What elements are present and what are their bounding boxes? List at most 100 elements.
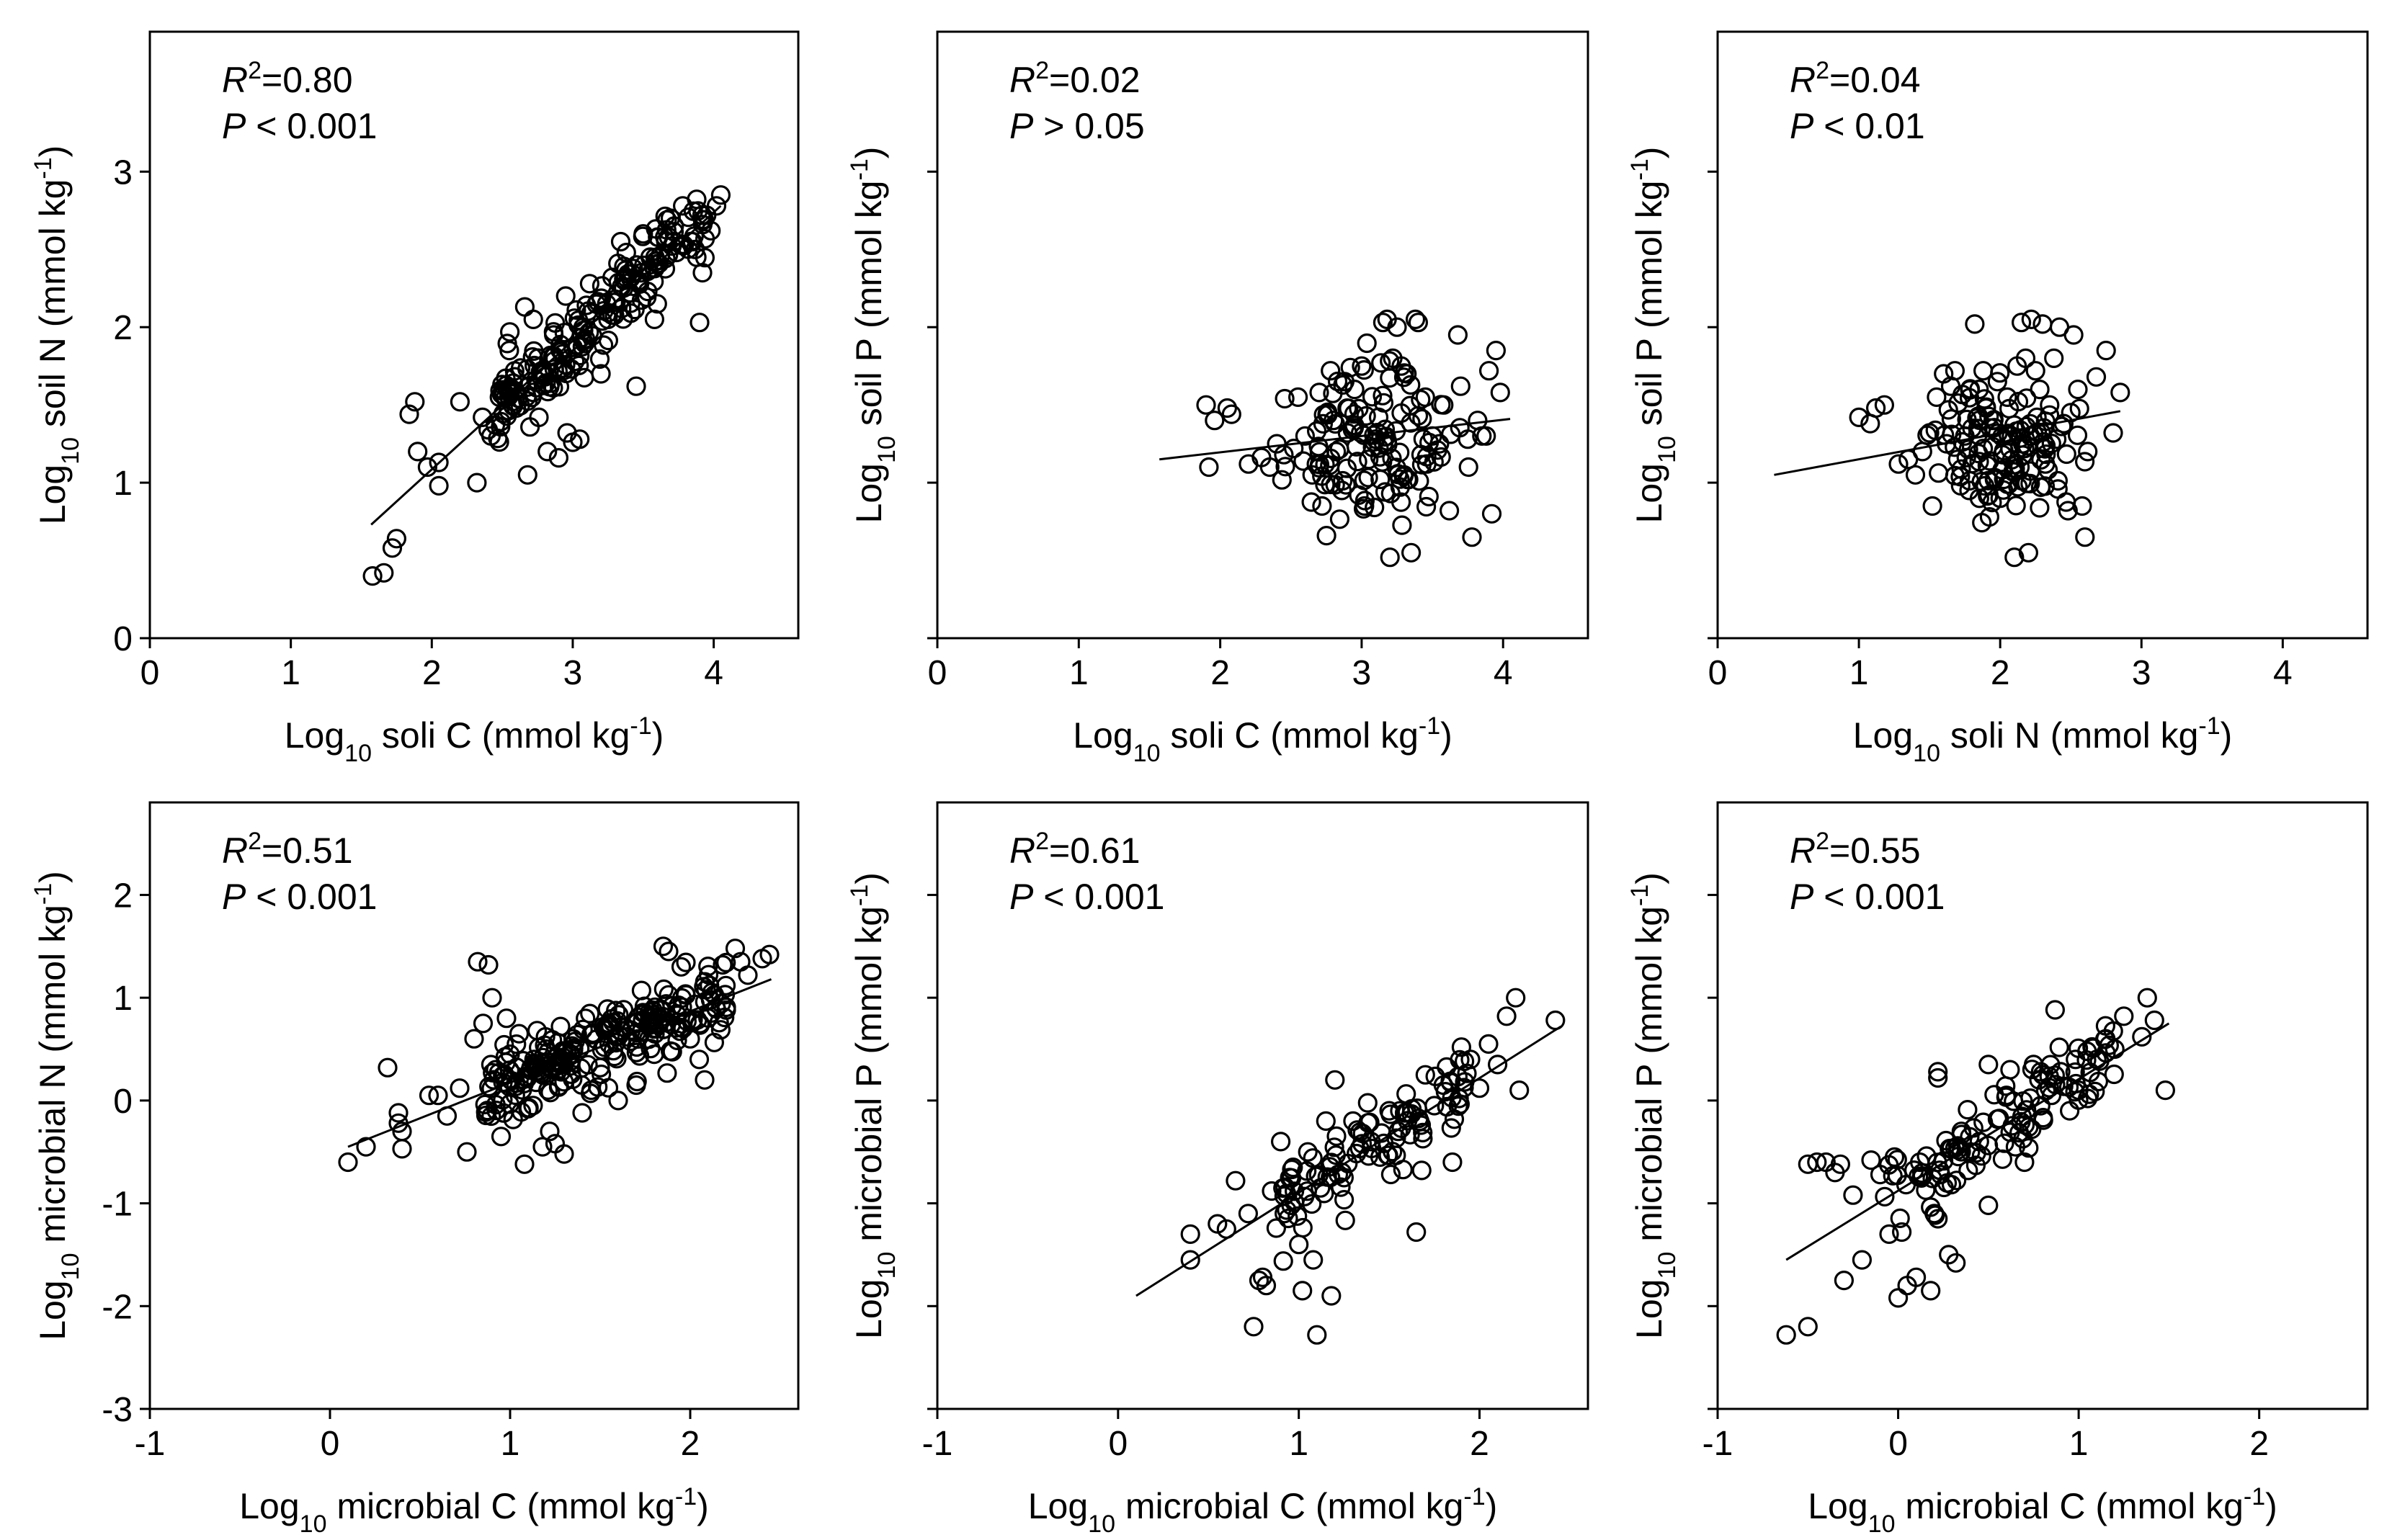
data-point [2144, 1010, 2164, 1031]
data-point [1849, 407, 1869, 428]
data-point [1288, 1206, 1308, 1226]
x-axis-label-post: ) [1440, 715, 1452, 756]
data-point [1373, 385, 1393, 406]
y-axis-label-main: soil N (mmol kg [32, 179, 73, 437]
data-point [606, 1032, 626, 1053]
data-point [738, 965, 758, 985]
x-axis-label-sup: -1 [2244, 1483, 2265, 1510]
data-point [627, 1071, 647, 1092]
r-exponent: 2 [248, 828, 262, 855]
data-point [1978, 470, 1999, 491]
data-point [1394, 1103, 1415, 1123]
data-point [671, 957, 692, 977]
data-point [1930, 1164, 1950, 1185]
data-point [1313, 413, 1334, 434]
data-point [1256, 1276, 1277, 1296]
data-point [591, 288, 612, 308]
data-point [1409, 1111, 1430, 1132]
data-point [1947, 1136, 1968, 1156]
y-axis-label-post: ) [32, 146, 73, 158]
data-point [613, 278, 634, 298]
r-exponent: 2 [1035, 828, 1049, 855]
data-point [690, 313, 710, 333]
data-point [1934, 1177, 1954, 1198]
y-tick-label: 0 [113, 1083, 133, 1121]
x-tick-label: 1 [281, 654, 300, 692]
r-squared-value: =0.61 [1049, 831, 1141, 871]
data-point [1393, 367, 1414, 388]
x-tick-label: 1 [501, 1425, 520, 1463]
data-point [1378, 434, 1398, 455]
r-symbol: R [1790, 60, 1816, 100]
r-symbol: R [222, 60, 248, 100]
data-point [386, 529, 407, 549]
data-point [491, 1127, 512, 1147]
data-point [689, 1049, 710, 1070]
p-value-annotation: P > 0.05 [1009, 106, 1145, 146]
data-point [1358, 1146, 1379, 1166]
data-point [1301, 492, 1321, 512]
data-point [695, 228, 715, 249]
x-axis-label-pre: Log [1028, 1486, 1088, 1526]
data-point [1928, 1067, 1948, 1088]
y-tick-label: 0 [113, 620, 133, 658]
data-point [2049, 1037, 2069, 1057]
data-point [496, 375, 517, 395]
data-point [608, 1091, 628, 1111]
data-point [1307, 1325, 1327, 1345]
y-axis-label-sup: -1 [1626, 885, 1654, 906]
data-point [1356, 406, 1376, 426]
data-point [695, 972, 715, 992]
data-point [1380, 1164, 1401, 1185]
data-point [1349, 1122, 1370, 1142]
data-point [1386, 1145, 1406, 1165]
data-point [1978, 1195, 1999, 1216]
data-point [1431, 395, 1451, 415]
data-point [1982, 492, 2002, 513]
data-point [1325, 1070, 1345, 1090]
data-point [1973, 1112, 1994, 1132]
data-point [1275, 1177, 1295, 1197]
data-point [1874, 395, 1894, 415]
data-point [1309, 442, 1329, 462]
data-point [598, 331, 619, 351]
data-point [2067, 425, 2088, 445]
data-point [1244, 1317, 1264, 1337]
data-point [1380, 1104, 1401, 1124]
data-point [656, 249, 676, 269]
data-point [1407, 1098, 1427, 1119]
data-point [1852, 1250, 1872, 1270]
data-point [2020, 413, 2040, 434]
data-point [2018, 542, 2038, 563]
p-value: < 0.01 [1813, 106, 1924, 146]
x-tick-label: 2 [681, 1425, 700, 1463]
data-point [428, 1085, 448, 1106]
data-point [1297, 1181, 1318, 1201]
x-tick-label: 2 [2249, 1425, 2269, 1463]
data-point [388, 1103, 409, 1123]
data-point [606, 1000, 626, 1021]
data-point [2001, 449, 2022, 470]
data-point [716, 952, 736, 973]
data-point [2076, 1050, 2097, 1070]
data-point [488, 428, 508, 449]
data-point [1273, 1251, 1293, 1271]
data-point [1284, 438, 1304, 459]
data-point [417, 457, 438, 478]
data-point [1415, 1065, 1435, 1085]
y-axis-label: Log10 soil N (mmol kg-1) [30, 146, 84, 525]
data-point [694, 210, 715, 230]
data-point [532, 1137, 553, 1157]
data-point [1262, 1181, 1282, 1201]
data-point [1391, 403, 1411, 424]
data-point [1462, 527, 1482, 547]
data-point [482, 988, 502, 1008]
r-symbol: R [222, 831, 248, 871]
data-point [659, 985, 679, 1005]
data-point [467, 473, 487, 493]
data-point [543, 322, 563, 342]
x-tick-label: 3 [2132, 654, 2151, 692]
data-point [1999, 474, 2019, 494]
data-point [2030, 1096, 2050, 1116]
